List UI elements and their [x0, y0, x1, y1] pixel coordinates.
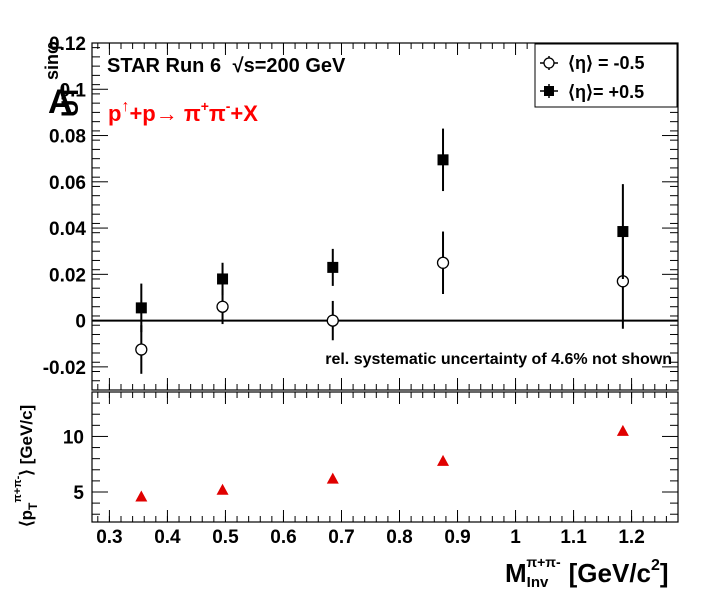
asymmetry-ytick-label: 0.06 — [49, 173, 86, 194]
asymmetry-ytick-label: 0.08 — [49, 127, 86, 148]
mean-pt-point — [437, 454, 450, 466]
xtick-label: 1.2 — [618, 527, 644, 548]
pt-ytick-label: 10 — [63, 427, 84, 448]
x-tick-labels: 0.3 0.4 0.5 0.6 0.7 0.8 0.9 1 1.1 1.2 — [96, 527, 645, 548]
pt-data-marks — [135, 424, 629, 502]
pt-ytick-label: 5 — [73, 483, 84, 504]
data-point-eta-minus — [326, 314, 339, 327]
asymmetry-ytick-label: 0 — [75, 312, 86, 333]
asymmetry-ylabel-sup: sinφ — [42, 41, 62, 80]
pt-ylabel: ⟨pTπ+π-⟩ [GeV/c] — [12, 405, 40, 527]
data-point-eta-plus — [217, 273, 229, 285]
pt-ytick-labels: 5 10 — [63, 427, 85, 504]
reaction-label: p↑+p→ π+π-+X — [108, 98, 258, 126]
xtick-label: 0.6 — [270, 527, 296, 548]
asymmetry-ytick-label: -0.02 — [43, 358, 86, 379]
asymmetry-ylabel-main: A — [48, 83, 73, 121]
mean-pt-point — [616, 424, 629, 436]
asymmetry-ytick-label: 0.1 — [60, 80, 87, 101]
data-point-eta-minus — [216, 300, 229, 313]
pt-axis-ticks — [92, 43, 678, 522]
data-point-eta-plus — [437, 154, 449, 166]
data-point-eta-plus — [617, 226, 629, 238]
legend-box — [534, 43, 678, 108]
legend: ⟨η⟩ = -0.5 ⟨η⟩= +0.5 — [534, 43, 678, 108]
xtick-label: 0.8 — [386, 527, 412, 548]
data-point-eta-plus — [135, 302, 147, 314]
data-point-eta-minus — [135, 343, 148, 356]
pt-panel-frame — [91, 391, 679, 523]
xtick-label: 0.3 — [96, 527, 122, 548]
asymmetry-ylabel-sub: UT — [57, 85, 84, 117]
xtick-label: 0.9 — [444, 527, 470, 548]
xtick-label: 1 — [510, 527, 521, 548]
asymmetry-data-marks — [135, 128, 630, 374]
xtick-label: 0.5 — [212, 527, 239, 548]
asymmetry-ytick-label: 0.04 — [49, 219, 86, 240]
legend-open-circle-marker — [543, 57, 555, 69]
asymmetry-ytick-label: 0.02 — [49, 265, 86, 286]
legend-filled-square-marker — [544, 86, 554, 96]
xtick-label: 0.7 — [328, 527, 354, 548]
experiment-label: STAR Run 6 √s=200 GeV — [107, 55, 346, 77]
mean-pt-point — [216, 483, 229, 495]
mean-pt-point — [135, 490, 148, 502]
xtick-label: 0.4 — [154, 527, 181, 548]
mean-pt-point — [326, 472, 339, 484]
asymmetry-ytick-labels: -0.02 0 0.02 0.04 0.06 0.08 0.1 0.12 — [43, 34, 87, 379]
xtick-label: 1.1 — [560, 527, 587, 548]
asymmetry-panel-frame — [91, 42, 679, 391]
systematic-note: rel. systematic uncertainty of 4.6% not … — [325, 351, 672, 368]
x-axis-title: MInvπ+π- [GeV/c2] — [505, 554, 669, 591]
data-point-eta-plus — [327, 261, 339, 273]
asymmetry-ytick-label: 0.12 — [49, 34, 86, 55]
data-point-eta-minus — [436, 256, 450, 269]
legend-label-1: ⟨η⟩ = -0.5 — [568, 53, 645, 73]
legend-label-2: ⟨η⟩= +0.5 — [568, 82, 644, 102]
